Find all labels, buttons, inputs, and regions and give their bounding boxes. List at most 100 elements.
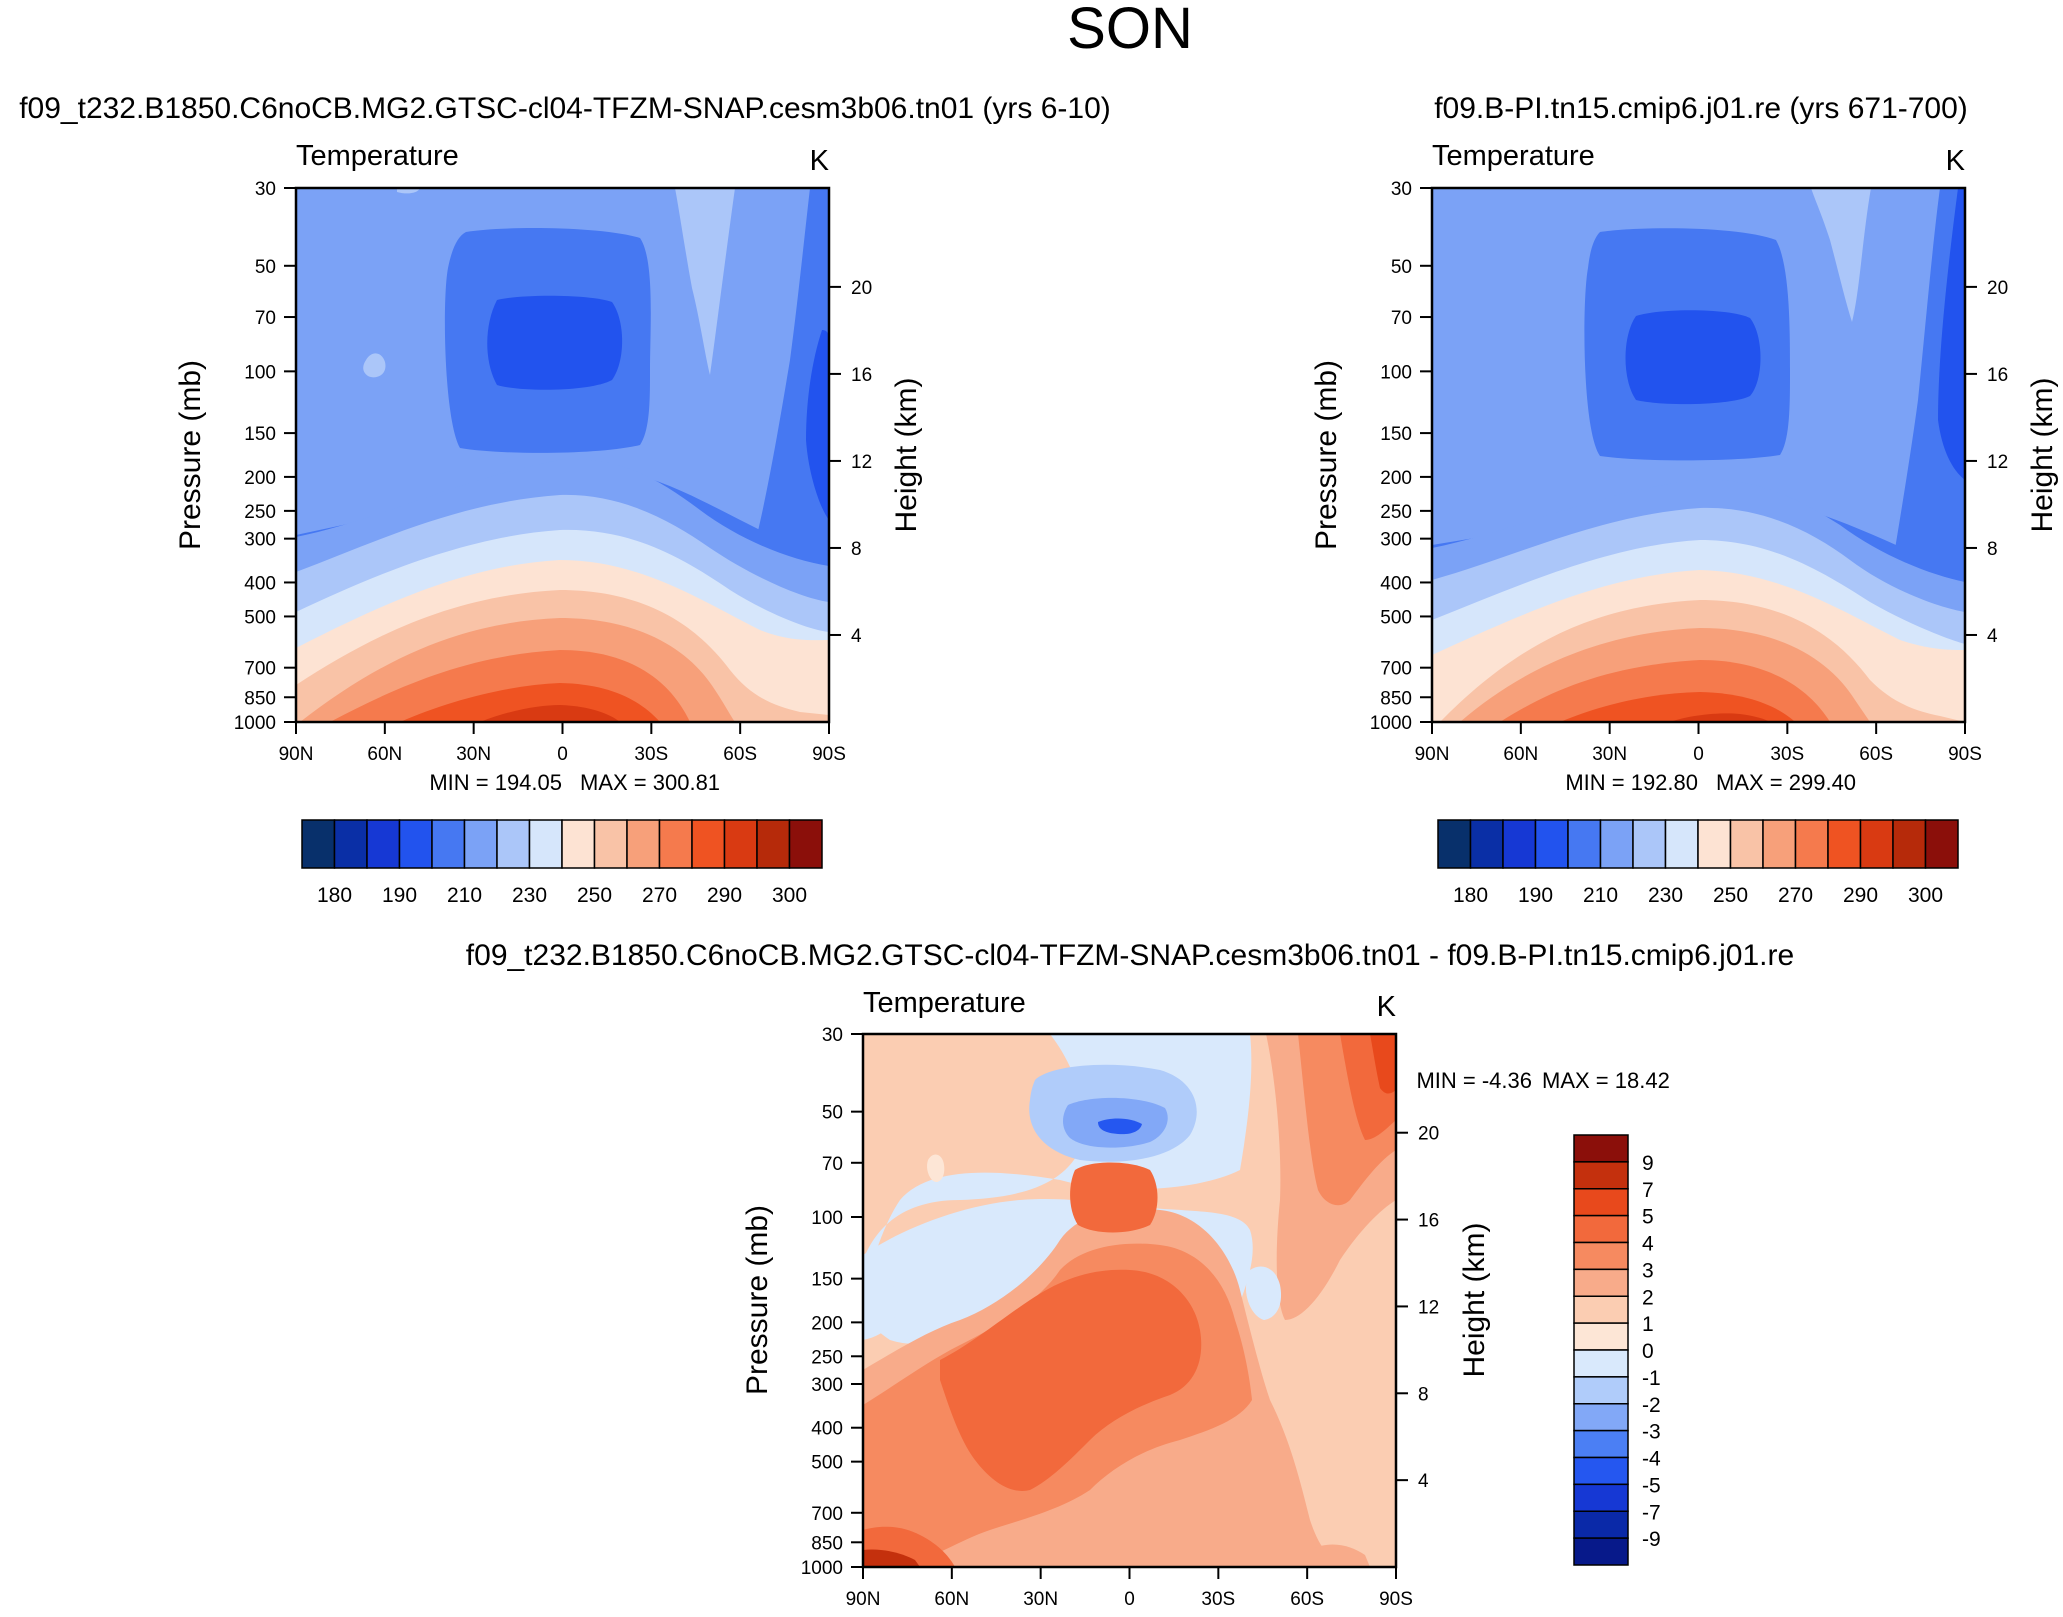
colorbar-box (1573, 1161, 1629, 1190)
pressure-tick-label: 700 (244, 659, 276, 680)
colorbar-box (691, 819, 726, 869)
panel-a-height-axis: 20 16 12 8 4 (829, 278, 872, 647)
colorbar-box (1762, 819, 1797, 869)
colorbar-label: 210 (447, 884, 482, 907)
colorbar-box (1573, 1510, 1629, 1539)
colorbar-box (1632, 819, 1667, 869)
height-tick-label: 4 (851, 626, 862, 647)
fill-d14-sfc (863, 1549, 920, 1567)
panel-c-left-string: Temperature (863, 987, 1026, 1019)
colorbar-box (1573, 1376, 1629, 1405)
panel-a-units: K (810, 145, 830, 177)
pressure-tick-label: 850 (1380, 688, 1412, 709)
colorbar-label: -7 (1642, 1501, 1661, 1524)
lat-tick-label: 90S (812, 744, 846, 765)
colorbar-label: 5 (1642, 1206, 1654, 1229)
panel-c-max: MAX = 18.42 (1542, 1068, 1670, 1093)
height-tick-label: 12 (1418, 1297, 1439, 1318)
colorbar-label: 4 (1642, 1233, 1654, 1256)
colorbar-label: 300 (772, 884, 807, 907)
colorbar-box (756, 819, 791, 869)
colorbar-label: -1 (1642, 1367, 1661, 1390)
pressure-tick-label: 250 (1380, 502, 1412, 523)
fill-l3-pole (1938, 188, 1965, 480)
fill-d8-spot (927, 1154, 945, 1183)
fill-l6-blob (397, 188, 420, 194)
colorbar-box (626, 819, 661, 869)
colorbar-box (431, 819, 466, 869)
lat-tick-label: 90N (279, 744, 314, 765)
panel-c-contours (863, 1034, 1396, 1567)
height-tick-label: 16 (1987, 365, 2008, 386)
panel-c-ylabel-right: Height (km) (1458, 1222, 1491, 1377)
pressure-tick-label: 400 (1380, 573, 1412, 594)
lat-tick-label: 60N (1503, 744, 1538, 765)
height-tick-label: 8 (1987, 539, 1998, 560)
colorbar-box (788, 819, 823, 869)
colorbar-label: 9 (1642, 1152, 1654, 1175)
panel-b-case-title: f09.B-PI.tn15.cmip6.j01.re (yrs 671-700) (1434, 92, 1968, 125)
panel-b-max: MAX = 299.40 (1716, 770, 1856, 795)
colorbar-label: 230 (512, 884, 547, 907)
lat-tick-label: 30S (1201, 1589, 1235, 1610)
panel-b-ylabel-right: Height (km) (2026, 377, 2059, 532)
pressure-tick-label: 1000 (234, 713, 276, 734)
panel-b-colorbar: 180 190 210 230 250 270 290 300 (1437, 819, 1959, 907)
pressure-tick-label: 70 (255, 308, 276, 329)
colorbar-label: 270 (1778, 884, 1813, 907)
pressure-tick-label: 50 (1391, 257, 1412, 278)
colorbar-label: 290 (1843, 884, 1878, 907)
pressure-tick-label: 1000 (801, 1558, 843, 1579)
panel-a-left-string: Temperature (296, 140, 459, 172)
colorbar-label: -4 (1642, 1448, 1661, 1471)
colorbar-box (723, 819, 758, 869)
lat-tick-label: 0 (557, 744, 568, 765)
colorbar-box (1573, 1429, 1629, 1459)
lat-tick-label: 90N (1415, 744, 1450, 765)
colorbar-box (1573, 1483, 1629, 1512)
pressure-tick-label: 150 (1380, 424, 1412, 445)
pressure-tick-label: 30 (1391, 179, 1412, 200)
fill-l3-coldcore (487, 295, 623, 390)
colorbar-box (1573, 1322, 1629, 1351)
height-tick-label: 12 (1987, 452, 2008, 473)
panel-c-min: MIN = -4.36 (1416, 1068, 1532, 1093)
pressure-tick-label: 300 (1380, 530, 1412, 551)
pressure-tick-label: 70 (822, 1154, 843, 1175)
colorbar-box (1664, 819, 1699, 869)
colorbar-box (1924, 819, 1959, 869)
pressure-tick-label: 50 (255, 257, 276, 278)
colorbar-label: -9 (1642, 1528, 1661, 1551)
fill-d10-sfc-r (1310, 1544, 1370, 1567)
pressure-tick-label: 200 (1380, 468, 1412, 489)
panel-b-min: MIN = 192.80 (1565, 770, 1698, 795)
pressure-tick-label: 100 (811, 1208, 843, 1229)
colorbar-label: 210 (1583, 884, 1618, 907)
panel-a-min: MIN = 194.05 (429, 770, 562, 795)
colorbar-box (1599, 819, 1634, 869)
height-tick-label: 8 (851, 539, 862, 560)
colorbar-box (333, 819, 368, 869)
pressure-tick-label: 700 (811, 1504, 843, 1525)
colorbar-box (1859, 819, 1894, 869)
colorbar-box (1573, 1537, 1629, 1566)
pressure-tick-label: 300 (244, 530, 276, 551)
colorbar-box (593, 819, 628, 869)
panel-test-case: f09_t232.B1850.C6noCB.MG2.GTSC-cl04-TFZM… (19, 92, 1111, 907)
fill-l13-band (1670, 713, 1770, 722)
pressure-tick-label: 30 (822, 1025, 843, 1046)
colorbar-box (1827, 819, 1862, 869)
lat-tick-label: 30S (1770, 744, 1804, 765)
height-tick-label: 20 (1418, 1124, 1439, 1145)
colorbar-box (658, 819, 693, 869)
fill-d7-strat-r (1246, 1268, 1282, 1320)
pressure-tick-label: 200 (244, 468, 276, 489)
colorbar-box (1573, 1241, 1629, 1271)
fill-l3-coldcore (1625, 310, 1761, 405)
colorbar-box (1573, 1456, 1629, 1486)
lat-tick-label: 30S (634, 744, 668, 765)
lat-tick-label: 90S (1948, 744, 1982, 765)
pressure-tick-label: 70 (1391, 308, 1412, 329)
height-tick-label: 20 (851, 278, 872, 299)
